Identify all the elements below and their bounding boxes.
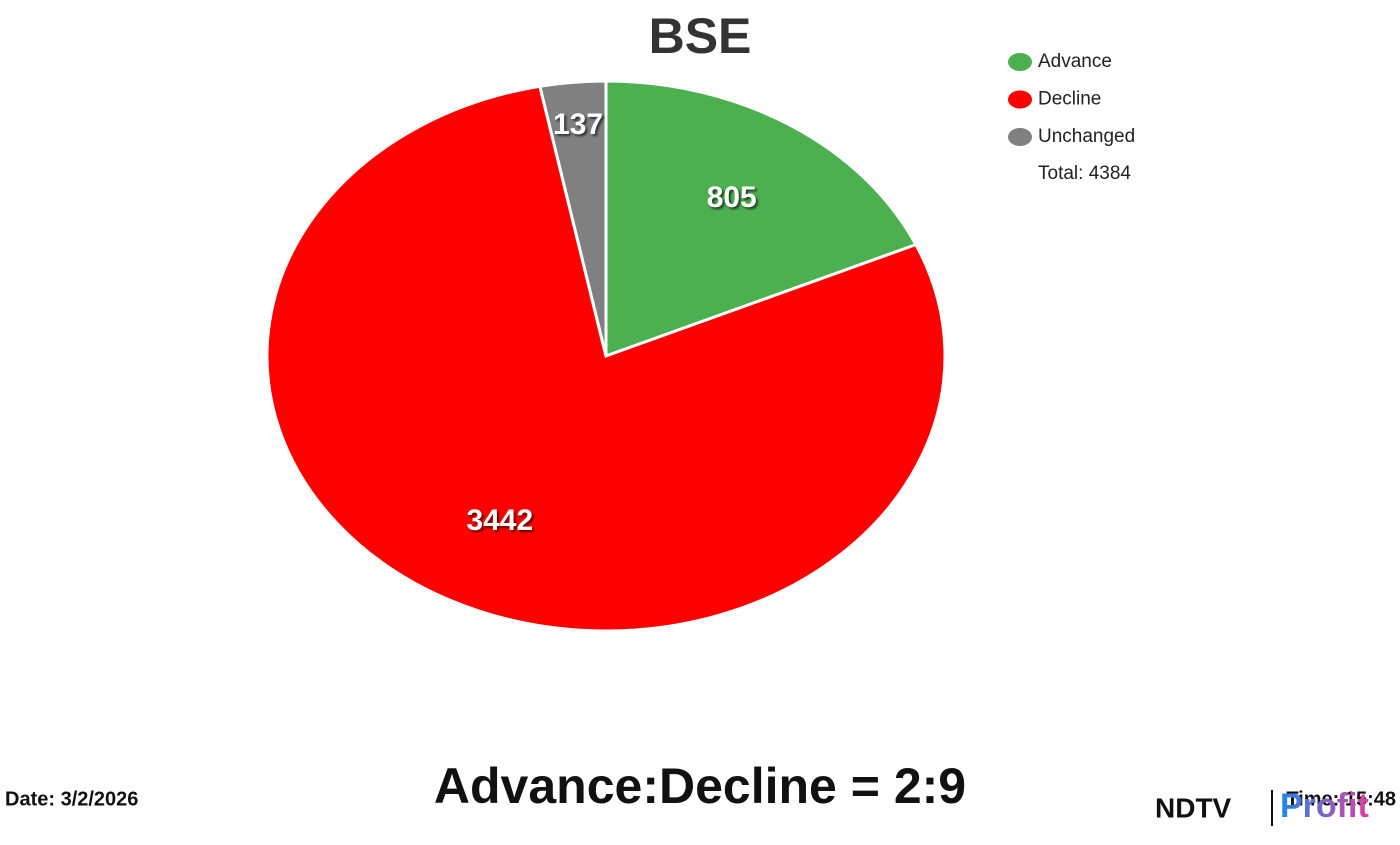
date-label: Date: 3/2/2026 [5, 788, 138, 810]
total-label: Total: 4384 [1038, 163, 1131, 184]
data-label: 137 [553, 108, 603, 141]
legend-marker [1008, 53, 1032, 71]
pie-slice [538, 79, 608, 357]
data-label: 3442 [466, 504, 533, 537]
chart-title: BSE [649, 8, 752, 64]
ratio-label: Advance:Decline = 2:9 [434, 758, 966, 814]
logo-profit: Profit [1280, 787, 1369, 825]
pie-slice [265, 84, 947, 633]
data-label: 805 [707, 181, 757, 214]
legend-label: Decline [1038, 89, 1101, 110]
legend-marker [1008, 90, 1032, 109]
pie-slice [604, 79, 919, 359]
time-label: Time: 15:48 [1286, 788, 1396, 810]
legend-label: Unchanged [1038, 126, 1135, 147]
legend-label: Advance [1038, 51, 1112, 72]
logo-ndtv: NDTV [1155, 792, 1232, 823]
legend-marker [1008, 128, 1032, 146]
